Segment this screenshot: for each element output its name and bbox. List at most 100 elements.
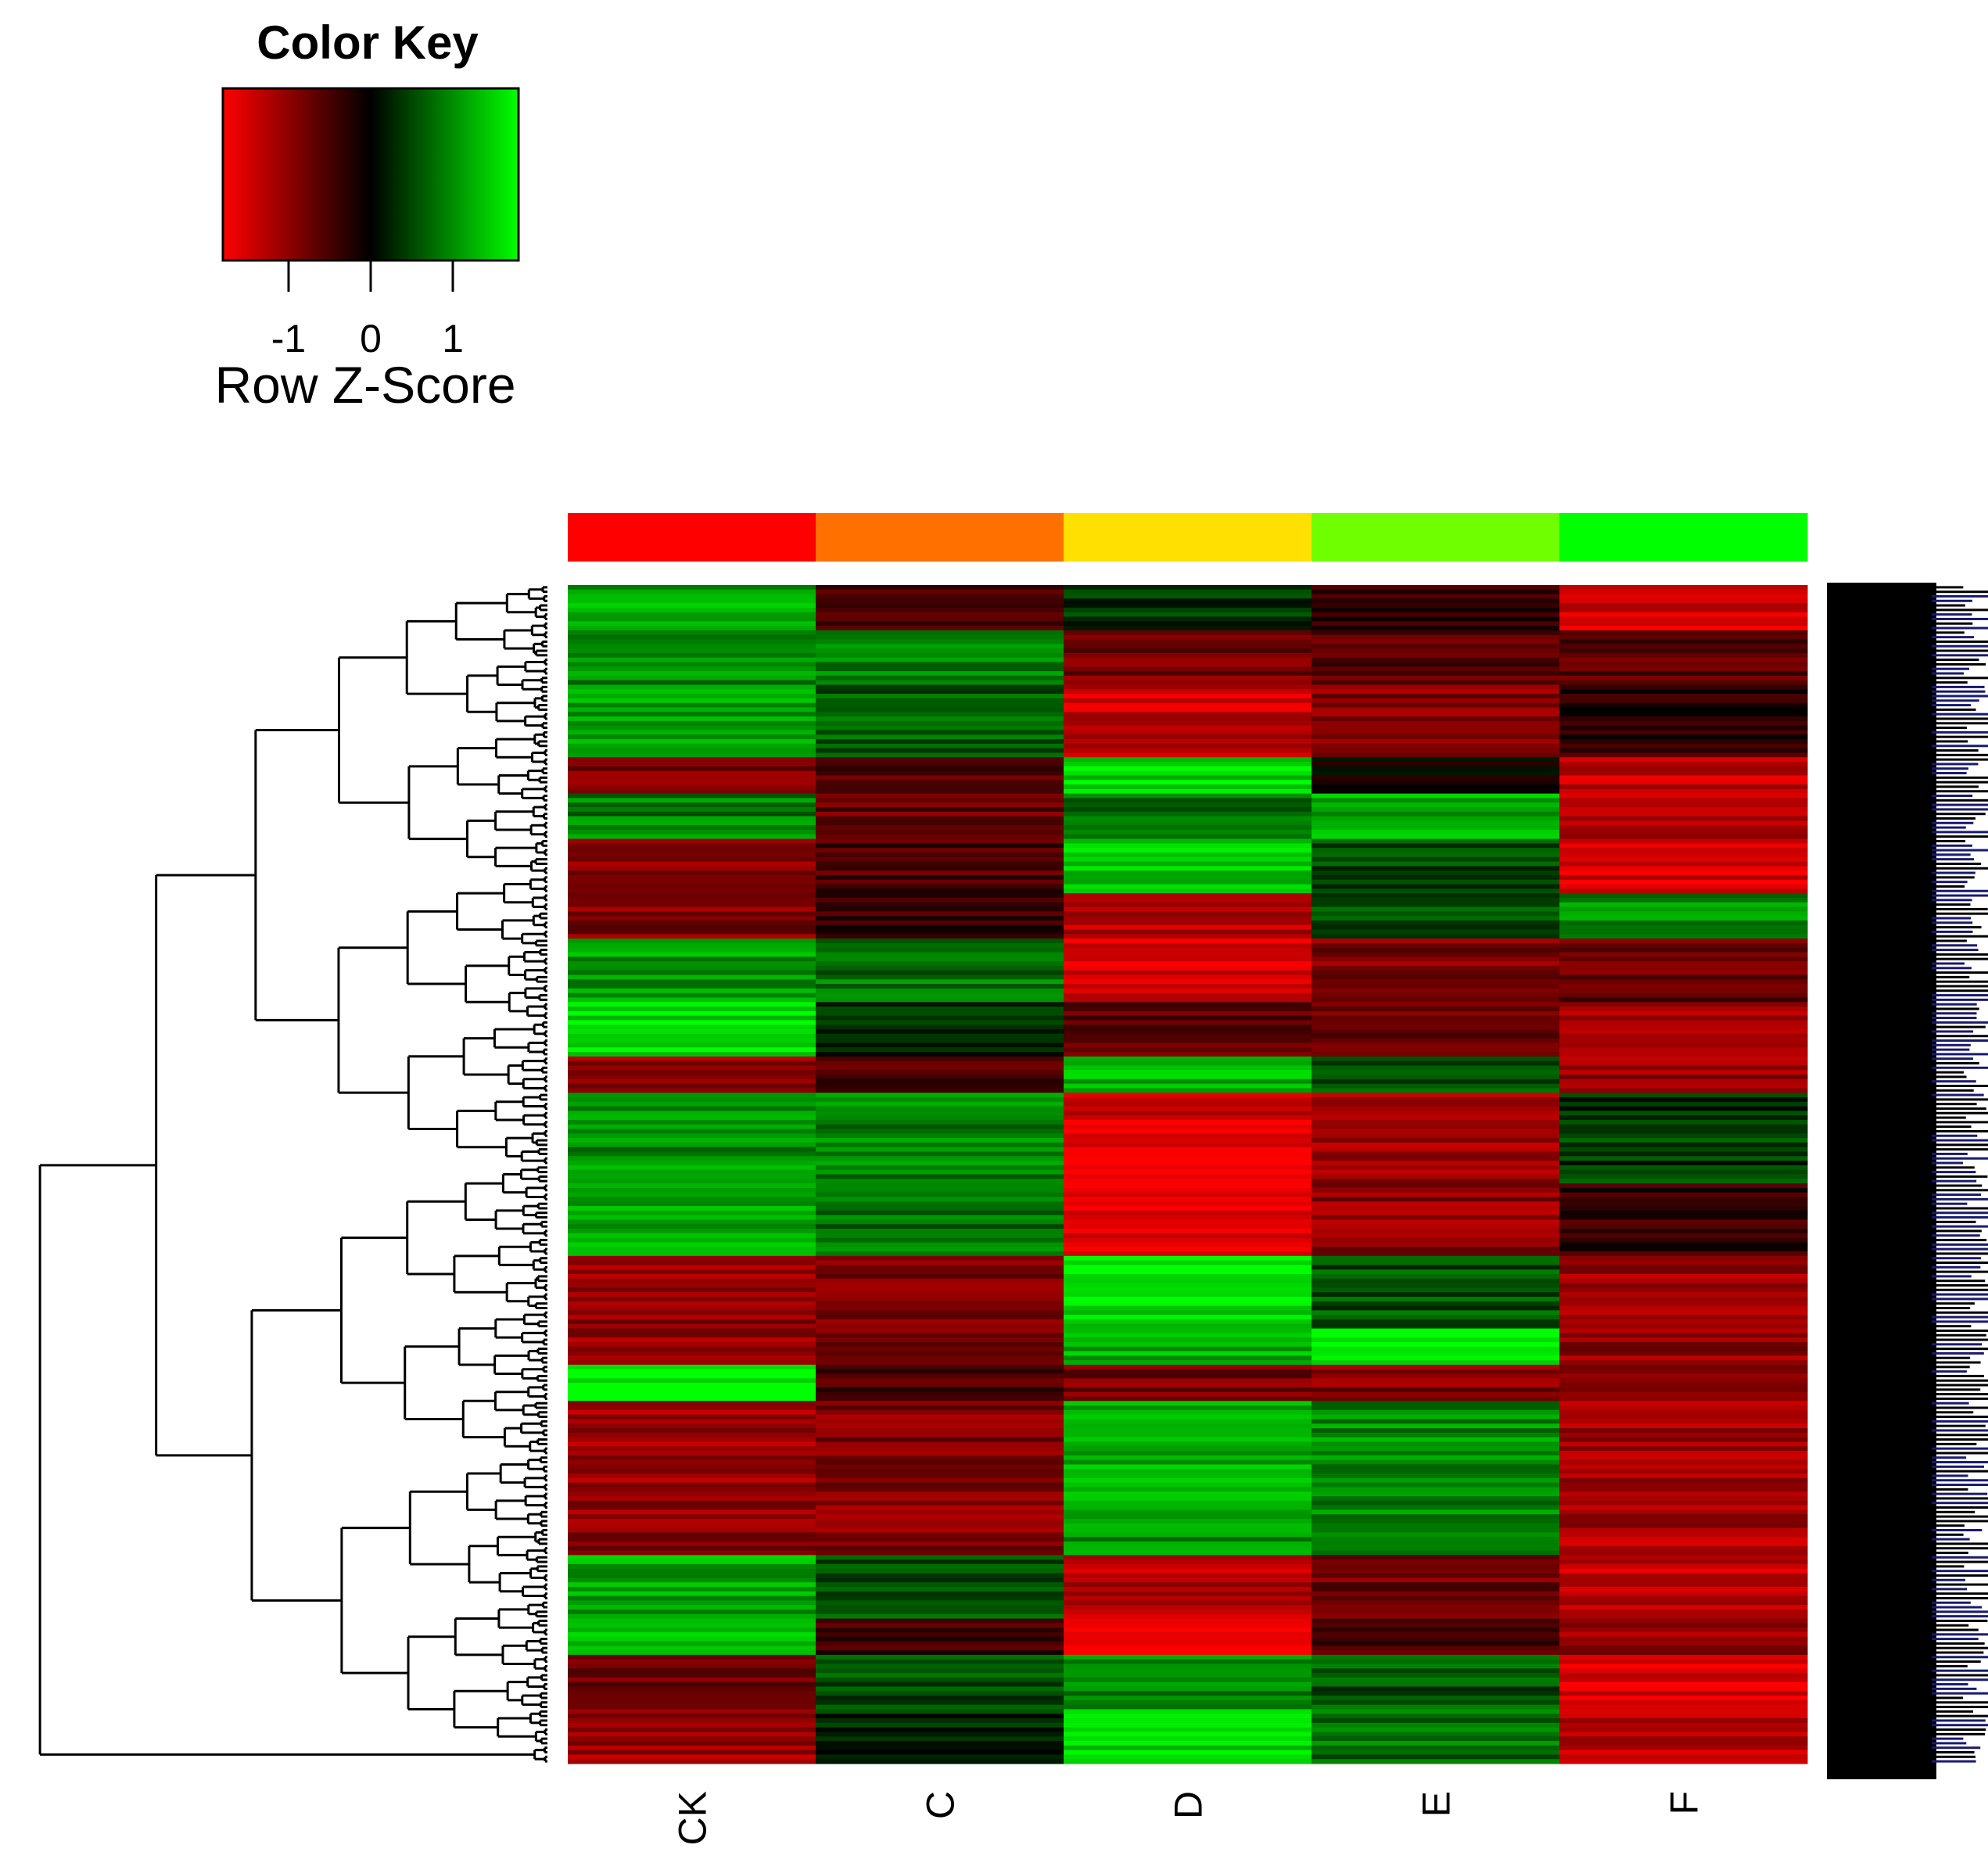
row-label-glyph (1932, 1465, 1984, 1468)
heatmap-cell (1064, 734, 1312, 740)
heatmap-cell (1559, 1119, 1808, 1125)
heatmap-cell (568, 1628, 816, 1633)
heatmap-cell (816, 1500, 1064, 1506)
heatmap-cell (1312, 1147, 1560, 1153)
row-label-glyph (1932, 667, 1970, 670)
heatmap-cell (1559, 1206, 1808, 1211)
row-label-glyph (1932, 1234, 1980, 1237)
row-label-glyph (1932, 749, 1979, 752)
heatmap-cell (1064, 1646, 1312, 1651)
heatmap-cell (1064, 1477, 1312, 1484)
row-label-glyph (1932, 590, 1988, 594)
heatmap-cell (1559, 1061, 1808, 1066)
heatmap-cell (816, 1255, 1064, 1262)
heatmap-cell (1559, 1070, 1808, 1075)
heatmap-cell (1064, 603, 1312, 608)
heatmap-cell (816, 1319, 1064, 1325)
heatmap-cell (1559, 1020, 1808, 1025)
heatmap-cell (568, 734, 816, 740)
heatmap-cell (568, 952, 816, 957)
heatmap-cell (816, 1419, 1064, 1424)
heatmap-cell (1064, 1469, 1312, 1474)
row-label-glyph (1932, 1134, 1978, 1137)
heatmap-cell (568, 1274, 816, 1280)
heatmap-cell (1064, 1206, 1312, 1211)
row-label-glyph (1932, 1247, 1988, 1251)
heatmap-cell (816, 1618, 1064, 1624)
heatmap-cell (568, 1074, 816, 1080)
heatmap-cell (568, 820, 816, 826)
heatmap-cell (1559, 870, 1808, 876)
heatmap-cell (1559, 1477, 1808, 1484)
heatmap-cell (568, 1650, 816, 1656)
heatmap-cell (1559, 1523, 1808, 1529)
heatmap-cell (568, 1759, 816, 1764)
heatmap-cell (1312, 1056, 1560, 1062)
heatmap-cell (568, 698, 816, 704)
heatmap-cell (568, 934, 816, 939)
heatmap-cell (1559, 1668, 1808, 1674)
row-label-glyph (1932, 1107, 1986, 1110)
heatmap-cell (816, 1192, 1064, 1197)
row-label-glyph (1932, 1547, 1988, 1550)
heatmap-cell (1064, 829, 1312, 835)
heatmap-cell (1312, 702, 1560, 708)
heatmap-cell (1559, 939, 1808, 944)
heatmap-cell (1312, 1636, 1560, 1642)
heatmap-cell (1064, 1192, 1312, 1197)
heatmap-cell (1312, 861, 1560, 867)
heatmap-cell (568, 992, 816, 998)
heatmap-cell (568, 1500, 816, 1506)
heatmap-cell (1312, 1133, 1560, 1139)
row-label-glyph (1932, 1171, 1976, 1174)
heatmap-cell (568, 1096, 816, 1103)
row-label-glyph (1932, 636, 1975, 639)
heatmap-cell (816, 734, 1064, 740)
heatmap-cell (1559, 1405, 1808, 1411)
heatmap-cell (1064, 644, 1312, 649)
row-label-glyph (1932, 1061, 1979, 1064)
heatmap-cell (1064, 1111, 1312, 1116)
column-side-colors (568, 513, 1808, 562)
row-label-glyph (1932, 1411, 1974, 1414)
heatmap-cell (1559, 1015, 1808, 1021)
heatmap-cell (816, 848, 1064, 853)
heatmap-cell (568, 607, 816, 613)
heatmap-cell (1559, 1210, 1808, 1216)
heatmap-cell (1064, 694, 1312, 699)
heatmap-cell (816, 957, 1064, 962)
heatmap-cell (1064, 607, 1312, 613)
row-label-glyph (1932, 1742, 1967, 1745)
heatmap-cell (568, 942, 816, 949)
heatmap-cell (1559, 1387, 1808, 1393)
row-label-glyph (1932, 853, 1971, 856)
heatmap-cell (568, 1260, 816, 1265)
heatmap-cell (568, 1310, 816, 1315)
heatmap-cell (816, 1315, 1064, 1320)
row-label-glyph (1932, 1601, 1971, 1604)
heatmap-cell (1559, 838, 1808, 844)
heatmap-cell (1559, 652, 1808, 659)
heatmap-cell (1064, 1428, 1312, 1434)
heatmap-cell (816, 843, 1064, 849)
heatmap-cell (1312, 1628, 1560, 1633)
heatmap-cell (1559, 1383, 1808, 1388)
heatmap-cell (568, 675, 816, 681)
heatmap-cell (816, 1269, 1064, 1275)
heatmap-cell (816, 788, 1064, 795)
heatmap-cell (1312, 1274, 1560, 1280)
heatmap-cell (568, 1514, 816, 1520)
heatmap-cell (568, 1111, 816, 1116)
heatmap-cell (1064, 1709, 1312, 1714)
row-label-glyph (1932, 1302, 1975, 1305)
heatmap-cell (568, 1305, 816, 1311)
row-label-glyph (1932, 989, 1988, 992)
row-label-glyph (1932, 1429, 1988, 1432)
heatmap-cell (1559, 997, 1808, 1003)
heatmap-cell (1312, 1341, 1560, 1348)
heatmap-cell (1312, 1101, 1560, 1107)
heatmap-cell (816, 1337, 1064, 1343)
heatmap-cell (816, 630, 1064, 636)
heatmap-cell (1312, 775, 1560, 781)
heatmap-cell (1312, 1577, 1560, 1583)
